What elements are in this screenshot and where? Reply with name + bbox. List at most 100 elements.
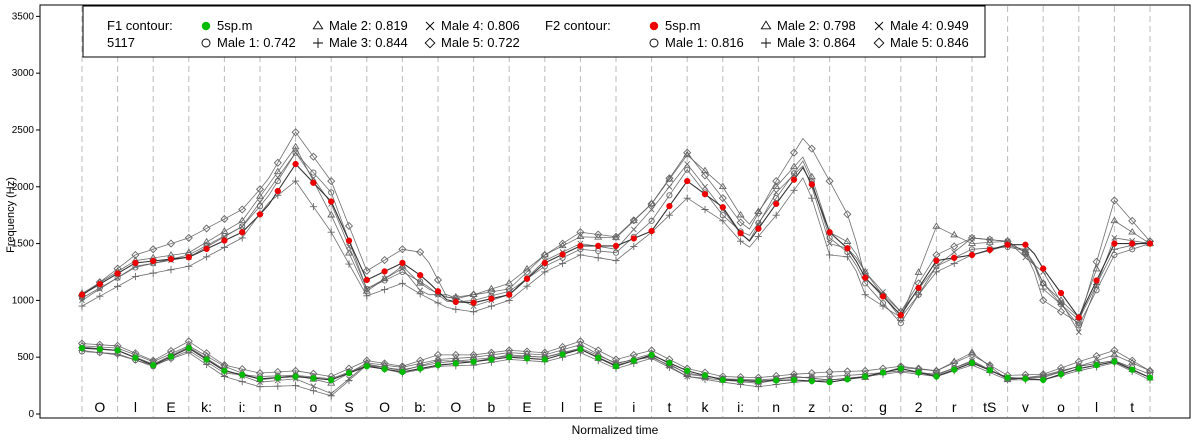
contour-marker <box>202 237 211 245</box>
contour-marker <box>843 367 852 376</box>
contour-marker <box>1021 248 1030 257</box>
contour-marker <box>611 232 621 241</box>
data-point <box>612 363 620 370</box>
data-point <box>666 359 673 367</box>
data-point <box>684 177 691 185</box>
data-point <box>345 237 353 244</box>
contour-marker <box>1039 296 1048 305</box>
data-point <box>1146 240 1154 247</box>
data-point <box>897 312 904 319</box>
legend-entries: 5sp.m Male 2: 0.819 Male 4: 0.806 Male 1: 0… <box>201 18 969 50</box>
contour-marker <box>184 233 193 242</box>
contour-marker <box>238 216 247 224</box>
y-tick-label: 2000 <box>12 182 35 193</box>
contour-marker <box>487 287 496 296</box>
contour-marker <box>772 177 781 186</box>
contour-marker <box>826 251 834 259</box>
contour-marker <box>630 242 638 251</box>
data-point <box>755 377 762 385</box>
data-point <box>203 356 210 363</box>
contour-marker <box>328 390 335 397</box>
legend-marker <box>760 20 772 30</box>
contour-marker <box>1145 366 1155 375</box>
legend-marker <box>874 21 884 31</box>
contour-marker <box>1092 257 1101 266</box>
legend-f1-title: F1 contour: <box>107 18 173 33</box>
contour-marker <box>1056 307 1066 316</box>
data-point <box>595 242 602 250</box>
contour-marker <box>487 302 495 310</box>
y-tick-label: 2500 <box>12 125 35 136</box>
data-point <box>328 198 335 205</box>
data-point <box>879 369 887 376</box>
legend-marker <box>313 38 323 48</box>
contour-marker <box>131 250 140 259</box>
contour-marker <box>167 266 175 274</box>
contour-marker <box>417 278 424 285</box>
contour-marker <box>416 290 424 298</box>
data-point <box>719 204 726 211</box>
contour-marker <box>362 266 371 275</box>
contour-marker <box>684 166 691 173</box>
segment-label: i: <box>239 399 246 415</box>
data-point <box>185 254 192 261</box>
contour-marker <box>309 152 318 161</box>
data-point <box>434 288 442 295</box>
contour-marker <box>825 177 834 186</box>
data-point <box>808 181 815 188</box>
contour-marker <box>345 260 353 268</box>
contour-marker <box>950 242 959 251</box>
contour-marker <box>808 194 816 202</box>
data-point <box>577 242 584 250</box>
contour-marker <box>665 211 673 219</box>
legend-label: Male 4: 0.949 <box>890 18 969 33</box>
contour-marker <box>1111 234 1118 241</box>
contour-marker <box>131 272 139 281</box>
contour-marker <box>700 171 710 180</box>
contour-marker <box>951 249 958 256</box>
contour-marker <box>630 226 637 233</box>
data-point <box>150 257 157 265</box>
data-point <box>256 375 264 382</box>
contour-marker <box>1128 216 1137 225</box>
contour-marker <box>1074 319 1083 328</box>
data-point <box>968 359 976 367</box>
contour-marker <box>255 192 265 199</box>
plot-frame <box>39 4 1191 419</box>
contour-marker <box>435 357 441 364</box>
contour-marker <box>1075 329 1082 336</box>
legend-marker <box>201 38 211 48</box>
contour-marker <box>594 254 602 262</box>
legend-marker <box>312 20 324 30</box>
contour-marker <box>772 182 781 190</box>
data-point <box>399 259 406 267</box>
contour-marker <box>344 221 354 231</box>
contour-marker <box>380 256 389 265</box>
legend-marker <box>649 38 659 48</box>
contour-marker <box>96 292 104 300</box>
contour-marker <box>310 383 317 390</box>
data-point <box>381 365 388 373</box>
contour-marker <box>292 149 299 156</box>
contour-marker <box>540 250 549 259</box>
5sp-m-contours <box>78 160 1154 386</box>
data-point <box>292 373 299 380</box>
data-point <box>968 251 976 259</box>
data-point <box>221 367 228 374</box>
contour-marker <box>220 214 229 224</box>
data-point <box>986 246 993 253</box>
data-point <box>363 363 370 370</box>
contour-marker <box>754 383 762 391</box>
data-point <box>951 254 958 261</box>
data-point <box>203 245 210 253</box>
contour-marker <box>932 222 941 229</box>
data-point <box>1075 314 1082 321</box>
segment-label: k: <box>201 399 212 415</box>
contour-marker <box>558 342 567 352</box>
data-point <box>1075 365 1082 372</box>
contour-marker <box>879 302 887 310</box>
contour-marker <box>594 230 603 239</box>
contour-marker <box>1110 216 1119 224</box>
contour-marker <box>291 128 300 137</box>
contour-marker <box>915 291 923 299</box>
